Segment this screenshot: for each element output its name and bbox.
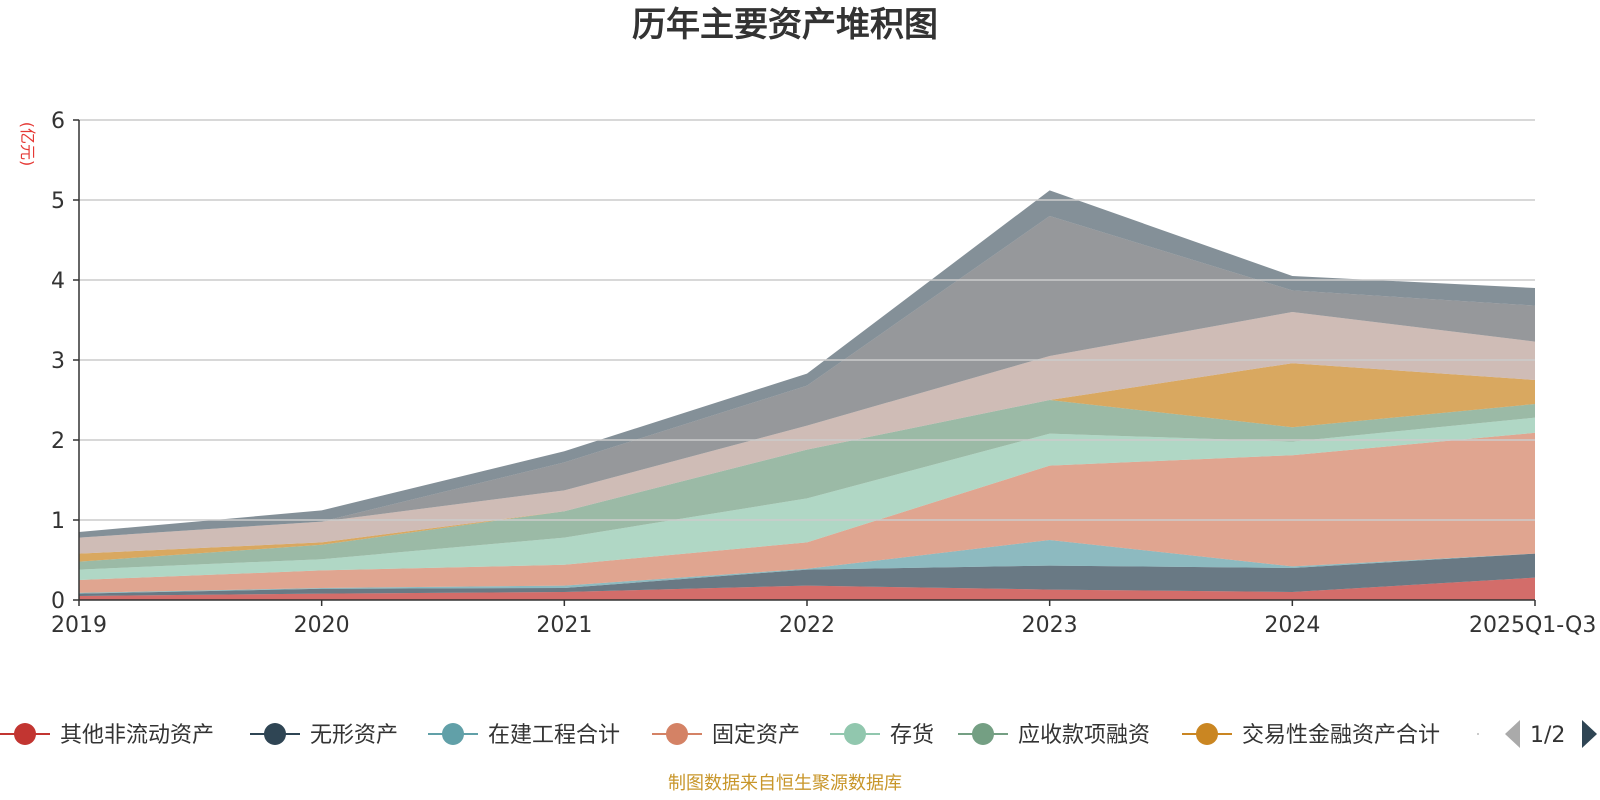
area-series-3 [79, 540, 1535, 594]
legend-item[interactable]: 交易性金融资产合计 [1182, 723, 1440, 748]
legend-marker-icon [666, 723, 688, 745]
legend-item[interactable]: 在建工程合计 [428, 723, 620, 748]
legend-overflow-dot [1477, 733, 1479, 735]
legend-item[interactable]: 固定资产 [652, 723, 800, 748]
y-tick-label: 6 [51, 109, 65, 134]
legend-marker-icon [972, 723, 994, 745]
axes: 0 1 2 3 4 5 6 2019 2020 2021 2022 2023 2024 2025Q1-Q3 [51, 109, 1596, 638]
y-tick-label: 0 [51, 589, 65, 614]
area-series-2 [79, 553, 1535, 596]
legend-label: 固定资产 [712, 723, 800, 748]
legend: 其他非流动资产 无形资产 在建工程合计 固定资产 存货 应收款项融资 交易性金融资产合计 [0, 723, 1479, 748]
legend-marker-icon [14, 723, 36, 745]
source-footer: 制图数据来自恒生聚源数据库 [668, 773, 902, 794]
legend-label: 无形资产 [310, 723, 398, 748]
y-axis-unit: (亿元) [18, 122, 37, 167]
legend-marker-icon [844, 723, 866, 745]
x-tick-label: 2021 [536, 613, 592, 638]
y-tick-label: 5 [51, 189, 65, 214]
legend-item[interactable]: 其他非流动资产 [0, 723, 214, 748]
chart-title: 历年主要资产堆积图 [632, 5, 938, 45]
legend-page-indicator: 1/2 [1530, 723, 1565, 748]
legend-marker-icon [264, 723, 286, 745]
x-tick-label: 2020 [294, 613, 350, 638]
x-tick-label: 2024 [1264, 613, 1320, 638]
grid-lines [79, 119, 1535, 521]
y-tick-label: 4 [51, 269, 65, 294]
legend-label: 存货 [890, 723, 934, 748]
legend-prev-icon[interactable] [1505, 720, 1520, 748]
x-tick-label: 2023 [1022, 613, 1078, 638]
legend-label: 在建工程合计 [488, 723, 620, 748]
y-tick-label: 3 [51, 349, 65, 374]
y-tick-label: 1 [51, 509, 65, 534]
area-series [79, 190, 1535, 600]
area-series-4 [79, 432, 1535, 593]
legend-next-icon[interactable] [1582, 720, 1597, 748]
legend-item[interactable]: 存货 [830, 723, 934, 748]
area-series-5 [79, 417, 1535, 580]
legend-label: 应收款项融资 [1018, 723, 1150, 748]
area-series-1 [79, 577, 1535, 600]
area-series-8 [79, 312, 1535, 554]
legend-marker-icon [442, 723, 464, 745]
area-series-7 [79, 363, 1535, 562]
legend-pager: 1/2 [1505, 720, 1597, 748]
x-tick-label: 2019 [51, 613, 107, 638]
legend-label: 其他非流动资产 [60, 723, 214, 748]
legend-label: 交易性金融资产合计 [1242, 723, 1440, 748]
x-tick-label: 2025Q1-Q3 [1469, 613, 1596, 638]
area-series-9 [79, 216, 1535, 538]
area-series-6 [79, 400, 1535, 570]
legend-marker-icon [1196, 723, 1218, 745]
x-tick-label: 2022 [779, 613, 835, 638]
legend-item[interactable]: 应收款项融资 [958, 723, 1150, 748]
legend-item[interactable]: 无形资产 [250, 723, 398, 748]
y-tick-label: 2 [51, 429, 65, 454]
